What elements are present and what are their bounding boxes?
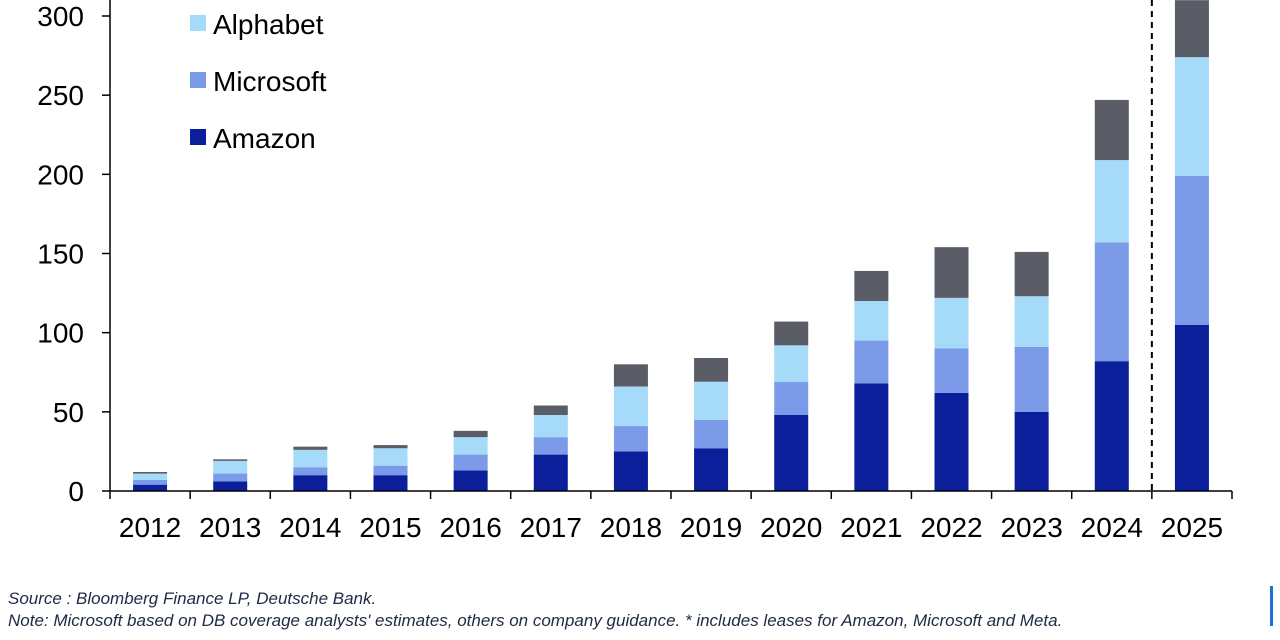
- y-tick-label: 300: [37, 1, 84, 32]
- bar-segment-alphabet-2017: [533, 415, 568, 438]
- bar-segment-alphabet-2024: [1094, 160, 1129, 243]
- bar-segment-amazon-2012: [133, 484, 168, 491]
- bar-segment-microsoft-2016: [453, 454, 488, 471]
- legend-label-microsoft: Microsoft: [213, 66, 327, 97]
- bar-segment-microsoft-2024: [1094, 242, 1129, 362]
- bar-segment-alphabet-2022: [934, 297, 969, 349]
- bar-segment-microsoft-2025: [1174, 175, 1209, 325]
- x-tick-label: 2021: [840, 512, 902, 543]
- bar-segment-microsoft-2017: [533, 437, 568, 455]
- bar-segment-alphabet-2021: [854, 301, 889, 341]
- x-tick-label: 2025: [1161, 512, 1223, 543]
- bar-segment-amazon-2015: [373, 475, 408, 491]
- x-tick-label: 2024: [1081, 512, 1143, 543]
- y-tick-label: 200: [37, 159, 84, 190]
- bar-segment-alphabet-2015: [373, 448, 408, 466]
- bar-segment-amazon-2018: [613, 451, 648, 491]
- bars: [133, 0, 1209, 491]
- bar-segment-alphabet-2025: [1174, 57, 1209, 176]
- bar-segment-microsoft-2020: [774, 381, 809, 415]
- bar-segment-meta-2020: [774, 321, 809, 346]
- y-tick-label: 150: [37, 239, 84, 270]
- bar-segment-amazon-2021: [854, 383, 889, 491]
- legend: Alphabet Microsoft Amazon: [190, 9, 327, 154]
- bar-segment-meta-2023: [1014, 251, 1049, 297]
- bar-segment-amazon-2019: [694, 448, 729, 491]
- bar-segment-meta-2019: [694, 358, 729, 382]
- bar-segment-microsoft-2015: [373, 465, 408, 476]
- x-axis: 2012 2013 2014 2015 2016 2017 2018 2019 2020 2021…: [109, 490, 1233, 543]
- bar-segment-meta-2025: [1174, 0, 1209, 58]
- bar-segment-meta-2014: [293, 446, 328, 450]
- bar-segment-alphabet-2020: [774, 345, 809, 382]
- bar-segment-microsoft-2023: [1014, 346, 1049, 412]
- source-note: Source : Bloomberg Finance LP, Deutsche …: [8, 589, 377, 608]
- bar-segment-amazon-2024: [1094, 361, 1129, 491]
- bar-segment-microsoft-2022: [934, 348, 969, 393]
- x-tick-label: 2020: [760, 512, 822, 543]
- x-tick-label: 2014: [279, 512, 341, 543]
- bar-segment-meta-2017: [533, 405, 568, 415]
- x-tick-label: 2023: [1000, 512, 1062, 543]
- bar-segment-meta-2024: [1094, 99, 1129, 161]
- x-tick-label: 2019: [680, 512, 742, 543]
- bar-segment-amazon-2014: [293, 475, 328, 491]
- legend-swatch-alphabet: [190, 15, 206, 31]
- bar-segment-meta-2012: [133, 472, 168, 474]
- bar-segment-alphabet-2023: [1014, 296, 1049, 347]
- bar-segment-meta-2018: [613, 364, 648, 387]
- bar-segment-microsoft-2018: [613, 426, 648, 452]
- legend-label-amazon: Amazon: [213, 123, 316, 154]
- bar-segment-meta-2022: [934, 247, 969, 298]
- bar-segment-meta-2016: [453, 430, 488, 438]
- x-tick-label: 2022: [920, 512, 982, 543]
- legend-label-alphabet: Alphabet: [213, 9, 324, 40]
- bar-segment-amazon-2022: [934, 392, 969, 491]
- x-tick-label: 2016: [439, 512, 501, 543]
- bar-segment-alphabet-2012: [133, 473, 168, 480]
- y-tick-label: 250: [37, 80, 84, 111]
- bar-segment-microsoft-2012: [133, 479, 168, 485]
- x-tick-label: 2013: [199, 512, 261, 543]
- legend-swatch-microsoft: [190, 72, 206, 88]
- y-tick-label: 50: [53, 397, 84, 428]
- bar-segment-microsoft-2019: [694, 419, 729, 449]
- bar-segment-amazon-2020: [774, 415, 809, 491]
- bar-segment-amazon-2016: [453, 470, 488, 491]
- bar-segment-amazon-2017: [533, 454, 568, 491]
- x-tick-label: 2018: [600, 512, 662, 543]
- y-tick-label: 0: [68, 476, 84, 507]
- bar-segment-meta-2013: [213, 459, 248, 461]
- bar-segment-alphabet-2013: [213, 460, 248, 474]
- bar-segment-alphabet-2018: [613, 386, 648, 427]
- bar-segment-alphabet-2019: [694, 381, 729, 420]
- x-tick-label: 2017: [520, 512, 582, 543]
- x-tick-label: 2015: [359, 512, 421, 543]
- x-tick-label: 2012: [119, 512, 181, 543]
- edge-marker: [1270, 586, 1273, 626]
- bar-segment-microsoft-2021: [854, 340, 889, 384]
- bar-segment-amazon-2013: [213, 481, 248, 491]
- bar-segment-meta-2021: [854, 270, 889, 301]
- y-axis: 0 50 100 150 200 250 300: [37, 0, 111, 507]
- bar-segment-microsoft-2014: [293, 467, 328, 476]
- y-tick-label: 100: [37, 318, 84, 349]
- legend-swatch-amazon: [190, 129, 206, 145]
- methodology-note: Note: Microsoft based on DB coverage ana…: [8, 611, 1063, 630]
- bar-segment-amazon-2023: [1014, 411, 1049, 491]
- bar-segment-alphabet-2014: [293, 449, 328, 468]
- bar-segment-amazon-2025: [1174, 324, 1209, 491]
- bar-segment-meta-2015: [373, 445, 408, 449]
- bar-segment-alphabet-2016: [453, 437, 488, 455]
- bar-segment-microsoft-2013: [213, 473, 248, 482]
